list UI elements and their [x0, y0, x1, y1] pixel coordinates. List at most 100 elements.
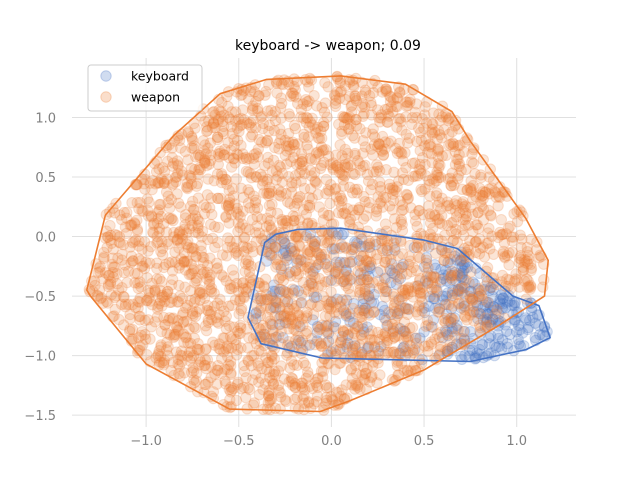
weapon-point	[241, 117, 253, 129]
weapon-point	[431, 199, 444, 212]
weapon-point	[310, 222, 322, 234]
weapon-point	[244, 202, 256, 214]
weapon-point	[304, 267, 316, 279]
weapon-point	[271, 87, 283, 99]
weapon-point	[160, 226, 173, 238]
weapon-point	[135, 329, 147, 342]
keyboard-point	[394, 272, 406, 285]
weapon-point	[322, 184, 334, 196]
weapon-point	[306, 298, 318, 310]
weapon-point	[124, 241, 136, 253]
keyboard-point	[307, 314, 319, 326]
weapon-point	[353, 339, 366, 351]
keyboard-point	[497, 292, 509, 304]
weapon-point	[162, 197, 174, 209]
keyboard-point	[484, 301, 497, 313]
keyboard-point	[458, 274, 470, 286]
weapon-point	[161, 327, 173, 339]
weapon-point	[381, 336, 393, 349]
weapon-point	[152, 236, 164, 248]
weapon-point	[445, 225, 458, 238]
weapon-point	[298, 128, 310, 141]
keyboard-point	[340, 294, 353, 306]
keyboard-point	[488, 301, 500, 313]
weapon-point	[352, 204, 364, 216]
keyboard-point	[450, 322, 462, 335]
weapon-point	[445, 270, 458, 282]
weapon-point	[491, 304, 503, 316]
weapon-point	[294, 157, 306, 170]
keyboard-point	[470, 296, 482, 308]
weapon-point	[433, 332, 445, 344]
weapon-point	[406, 285, 418, 298]
weapon-point	[176, 233, 189, 245]
weapon-point	[304, 116, 316, 128]
weapon-point	[188, 140, 201, 152]
weapon-point	[225, 144, 237, 157]
scatter-points	[83, 70, 553, 416]
weapon-point	[416, 113, 428, 125]
weapon-point	[250, 170, 262, 183]
weapon-point	[357, 373, 370, 385]
weapon-point	[396, 224, 409, 237]
weapon-point	[246, 104, 259, 116]
weapon-point	[213, 151, 225, 163]
weapon-point	[228, 321, 240, 333]
weapon-point	[411, 280, 423, 292]
keyboard-point	[466, 344, 479, 356]
weapon-point	[410, 98, 423, 110]
weapon-point	[291, 391, 303, 404]
weapon-point	[387, 94, 400, 106]
keyboard-point	[349, 236, 361, 248]
weapon-point	[388, 302, 400, 314]
weapon-point	[458, 303, 470, 316]
weapon-point	[467, 225, 479, 238]
weapon-point	[449, 159, 462, 171]
weapon-point	[286, 298, 298, 310]
weapon-point	[319, 97, 332, 109]
weapon-point	[222, 351, 234, 363]
weapon-point	[237, 282, 249, 294]
weapon-point	[215, 176, 228, 189]
weapon-point	[457, 213, 469, 226]
keyboard-point	[493, 308, 505, 320]
weapon-point	[151, 237, 163, 249]
keyboard-point	[397, 325, 410, 337]
weapon-point	[114, 237, 126, 249]
weapon-point	[285, 355, 298, 367]
weapon-point	[145, 321, 158, 333]
keyboard-point	[511, 326, 523, 338]
weapon-point	[306, 278, 318, 290]
weapon-point	[311, 373, 324, 385]
weapon-point	[396, 148, 408, 160]
keyboard-point	[452, 285, 464, 297]
weapon-point	[257, 175, 269, 187]
keyboard-point	[448, 269, 460, 281]
weapon-point	[400, 303, 413, 315]
weapon-point	[440, 111, 452, 123]
keyboard-point	[363, 260, 376, 273]
weapon-point	[250, 95, 262, 108]
weapon-point	[291, 158, 303, 171]
weapon-point	[93, 262, 106, 274]
weapon-point	[232, 149, 244, 161]
weapon-point	[322, 81, 334, 93]
weapon-point	[350, 120, 363, 132]
weapon-point	[167, 177, 180, 190]
weapon-point	[192, 168, 204, 181]
keyboard-point	[329, 266, 341, 279]
keyboard-point	[449, 274, 462, 287]
weapon-point	[251, 102, 264, 115]
weapon-point	[319, 337, 331, 350]
weapon-point	[315, 337, 327, 349]
weapon-point	[452, 169, 465, 182]
keyboard-point	[451, 254, 463, 266]
weapon-point	[204, 202, 216, 214]
weapon-point	[271, 77, 283, 90]
weapon-point	[335, 192, 348, 205]
weapon-point	[173, 134, 186, 147]
weapon-point	[339, 80, 352, 92]
keyboard-point	[358, 293, 370, 305]
weapon-point	[383, 200, 396, 212]
weapon-point	[339, 170, 351, 182]
